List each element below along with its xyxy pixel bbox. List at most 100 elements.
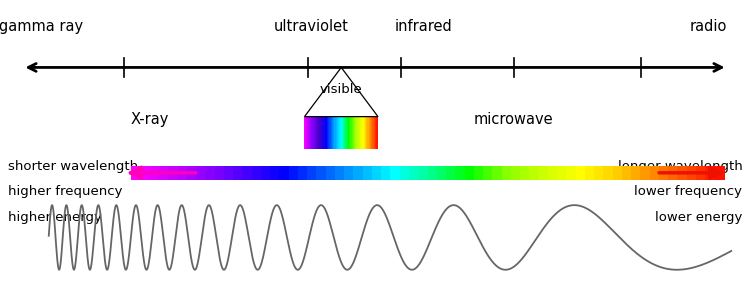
Bar <box>332 117 334 149</box>
Bar <box>168 166 178 180</box>
Bar <box>362 117 364 149</box>
Bar <box>391 166 400 180</box>
Bar <box>381 166 392 180</box>
Bar <box>364 117 365 149</box>
Bar <box>206 166 215 180</box>
Bar <box>279 166 290 180</box>
Bar <box>310 117 311 149</box>
Bar <box>363 166 373 180</box>
Text: higher energy: higher energy <box>8 211 101 224</box>
Text: ultraviolet: ultraviolet <box>274 19 349 34</box>
Bar <box>344 117 346 149</box>
Bar <box>640 166 650 180</box>
Bar <box>289 166 298 180</box>
Bar <box>326 166 336 180</box>
Bar <box>705 166 716 180</box>
Bar <box>356 117 358 149</box>
Bar <box>650 166 660 180</box>
Bar <box>632 166 641 180</box>
Bar <box>346 117 348 149</box>
Text: shorter wavelength: shorter wavelength <box>8 160 138 173</box>
Bar <box>358 117 359 149</box>
Bar <box>335 117 338 149</box>
Bar <box>358 117 361 149</box>
Bar <box>251 166 262 180</box>
Bar <box>356 117 357 149</box>
Bar <box>335 166 345 180</box>
Bar <box>315 117 316 149</box>
Bar <box>352 117 354 149</box>
Bar <box>696 166 706 180</box>
Bar <box>677 166 688 180</box>
Bar <box>557 166 567 180</box>
Bar <box>622 166 632 180</box>
Bar <box>613 166 622 180</box>
Bar <box>566 166 577 180</box>
Bar <box>311 117 313 149</box>
Bar <box>140 166 151 180</box>
Bar <box>323 117 325 149</box>
Bar <box>483 166 493 180</box>
Text: gamma ray: gamma ray <box>0 19 83 34</box>
Bar <box>242 166 252 180</box>
Bar <box>369 117 370 149</box>
Bar <box>368 117 369 149</box>
Bar <box>344 166 354 180</box>
Bar <box>328 117 330 149</box>
Bar <box>334 117 336 149</box>
Bar <box>492 166 502 180</box>
Bar <box>178 166 188 180</box>
Bar <box>317 117 319 149</box>
Bar <box>316 166 326 180</box>
Bar <box>309 117 310 149</box>
Bar <box>365 117 367 149</box>
Bar <box>455 166 465 180</box>
Bar <box>371 117 373 149</box>
Bar <box>196 166 206 180</box>
Bar <box>370 117 371 149</box>
Bar <box>594 166 604 180</box>
Bar <box>502 166 512 180</box>
Text: higher frequency: higher frequency <box>8 185 122 198</box>
Bar <box>308 117 309 149</box>
Bar <box>668 166 678 180</box>
Bar <box>312 117 314 149</box>
Bar <box>511 166 520 180</box>
Bar <box>372 117 374 149</box>
Bar <box>687 166 697 180</box>
Bar <box>375 117 376 149</box>
Bar <box>305 117 307 149</box>
Bar <box>214 166 224 180</box>
Bar <box>585 166 595 180</box>
Bar <box>261 166 271 180</box>
Bar <box>319 117 320 149</box>
Bar <box>409 166 419 180</box>
Bar <box>350 117 352 149</box>
Text: microwave: microwave <box>474 112 554 127</box>
Bar <box>338 117 340 149</box>
Bar <box>349 117 351 149</box>
Bar <box>715 166 724 180</box>
Bar <box>464 166 475 180</box>
Bar <box>321 117 322 149</box>
Bar <box>298 166 308 180</box>
Bar <box>316 117 317 149</box>
Bar <box>530 166 539 180</box>
Bar <box>374 117 375 149</box>
Bar <box>376 117 377 149</box>
Bar <box>400 166 410 180</box>
Bar <box>308 166 317 180</box>
Bar <box>372 166 382 180</box>
Bar <box>427 166 437 180</box>
Bar <box>159 166 169 180</box>
Bar <box>331 117 332 149</box>
Bar <box>224 166 234 180</box>
Text: infrared: infrared <box>394 19 452 34</box>
Bar <box>352 117 353 149</box>
Text: lower energy: lower energy <box>656 211 742 224</box>
Bar <box>474 166 484 180</box>
Text: radio: radio <box>690 19 728 34</box>
Bar <box>520 166 530 180</box>
Bar <box>436 166 447 180</box>
Text: X-ray: X-ray <box>130 112 170 127</box>
